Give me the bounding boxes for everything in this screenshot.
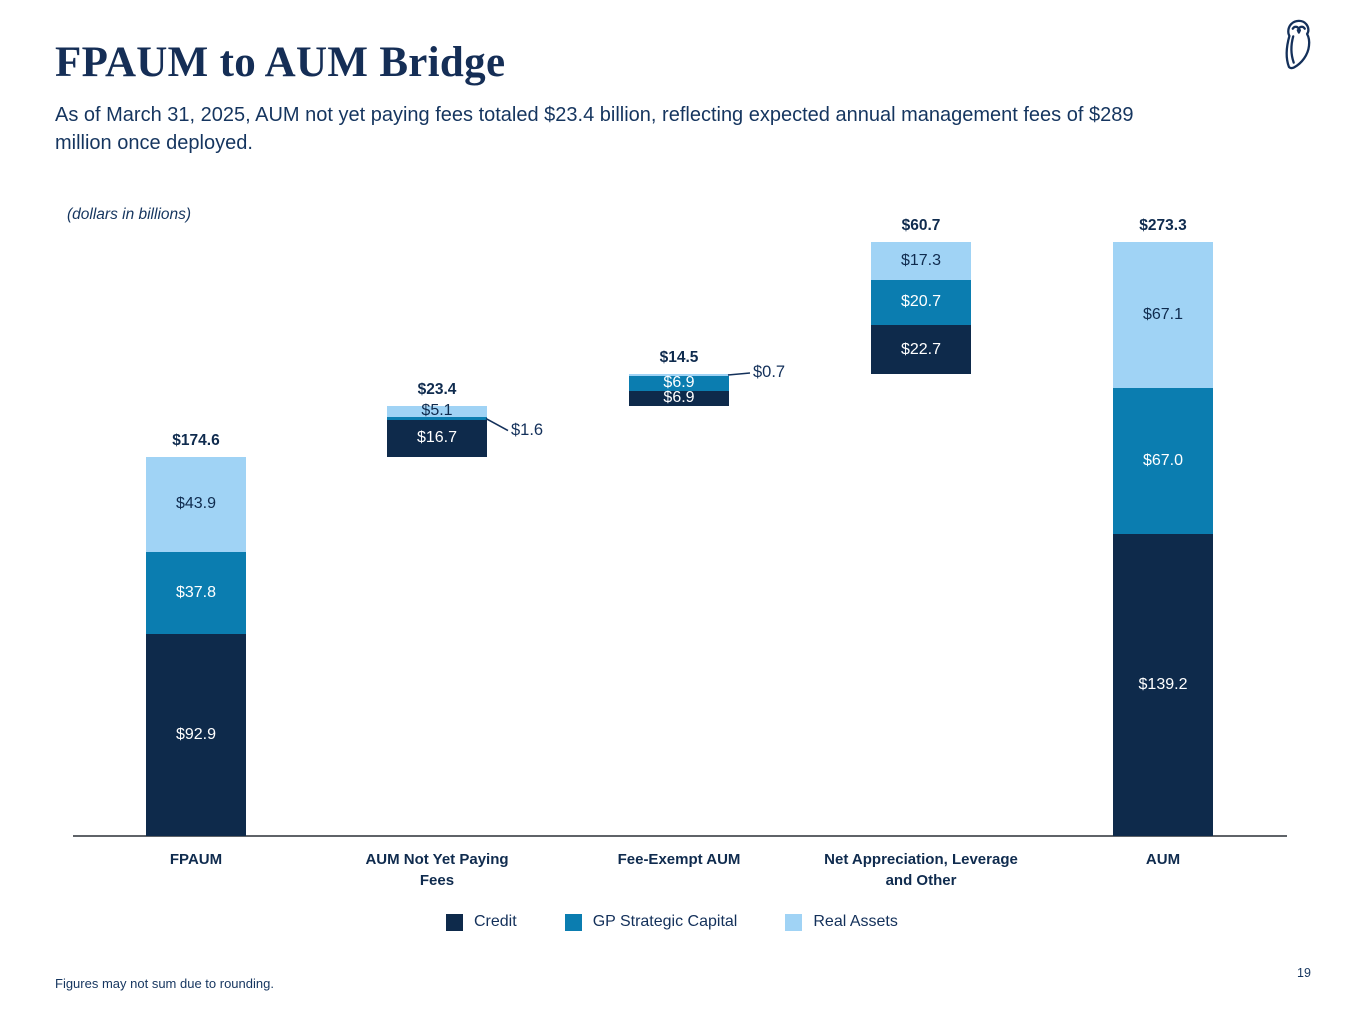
page-title: FPAUM to AUM Bridge	[55, 39, 506, 86]
category-label-net-appreciation-leverage-and-other: Net Appreciation, Leverage and Other	[781, 849, 1061, 891]
callout-label-fee-exempt-aum-real_assets: $0.7	[753, 362, 786, 381]
segment-fee-exempt-aum-credit: $6.9	[629, 389, 729, 407]
category-label-aum-not-yet-paying-fees: AUM Not Yet Paying Fees	[297, 849, 577, 891]
subtitle: As of March 31, 2025, AUM not yet paying…	[55, 101, 1325, 157]
category-label-line: and Other	[885, 872, 957, 889]
category-label-line: Fees	[419, 872, 455, 889]
category-label-line: Net Appreciation, Leverage	[824, 851, 1018, 868]
category-label-aum: AUM	[1023, 849, 1303, 870]
legend-item-gp_strategic_capital: GP Strategic Capital	[564, 913, 738, 931]
segment-aum-credit: $139.2	[1113, 533, 1213, 836]
x-axis-line	[73, 835, 1287, 837]
segment-net-appreciation-leverage-and-other-credit: $22.7	[871, 324, 971, 375]
segment-fpaum-credit: $92.9	[146, 634, 246, 836]
legend-label-gp_strategic_capital: GP Strategic Capital	[592, 913, 738, 930]
bar-total-label-fee-exempt-aum: $14.5	[659, 349, 699, 367]
footnote: Figures may not sum due to rounding.	[55, 976, 274, 991]
category-label-line: AUM Not Yet Paying	[365, 851, 509, 868]
legend-swatch-real_assets	[785, 913, 803, 931]
segment-fpaum-gp_strategic_capital: $37.8	[146, 551, 246, 635]
subtitle-line-2: million once deployed.	[55, 132, 253, 154]
segment-aum-not-yet-paying-fees-gp_strategic_capital	[387, 416, 487, 421]
segment-aum-real_assets: $67.1	[1113, 242, 1213, 388]
legend-label-credit: Credit	[474, 913, 517, 930]
category-label-line: FPAUM	[169, 851, 223, 868]
category-label-line: Fee-Exempt AUM	[617, 851, 741, 868]
legend-item-real_assets: Real Assets	[785, 913, 898, 931]
segment-value-label: $43.9	[175, 495, 217, 513]
category-label-fee-exempt-aum: Fee-Exempt AUM	[539, 849, 819, 870]
segment-fee-exempt-aum-real_assets	[629, 374, 729, 376]
segment-value-label: $67.0	[1142, 451, 1184, 469]
segment-value-label: $6.9	[663, 374, 695, 392]
bar-total-label-net-appreciation-leverage-and-other: $60.7	[901, 217, 941, 235]
segment-value-label: $37.8	[175, 584, 217, 602]
segment-aum-gp_strategic_capital: $67.0	[1113, 387, 1213, 534]
owl-logo-icon	[1277, 16, 1319, 72]
bar-total-label-aum: $273.3	[1139, 217, 1187, 235]
segment-value-label: $20.7	[900, 293, 942, 311]
category-label-fpaum: FPAUM	[56, 849, 336, 870]
legend-label-real_assets: Real Assets	[813, 913, 898, 930]
segment-net-appreciation-leverage-and-other-real_assets: $17.3	[871, 242, 971, 280]
page-number: 19	[1297, 966, 1311, 980]
segment-value-label: $22.7	[900, 340, 942, 358]
segment-value-label: $139.2	[1138, 675, 1188, 693]
segment-fee-exempt-aum-gp_strategic_capital: $6.9	[629, 374, 729, 392]
legend: Credit GP Strategic Capital Real Assets	[446, 913, 898, 931]
segment-value-label: $6.9	[663, 389, 695, 407]
bar-total-label-aum-not-yet-paying-fees: $23.4	[417, 380, 457, 398]
segment-aum-not-yet-paying-fees-credit: $16.7	[387, 420, 487, 457]
legend-swatch-gp_strategic_capital	[564, 913, 582, 931]
segment-value-label: $67.1	[1142, 306, 1184, 323]
segment-aum-not-yet-paying-fees-real_assets: $5.1	[387, 402, 487, 419]
units-note: (dollars in billions)	[67, 206, 192, 223]
segment-value-label: $92.9	[175, 726, 217, 744]
legend-swatch-credit	[446, 913, 463, 931]
segment-value-label: $17.3	[900, 252, 942, 270]
segment-value-label: $16.7	[416, 429, 458, 447]
subtitle-line-1: As of March 31, 2025, AUM not yet paying…	[55, 104, 1134, 126]
bar-total-label-fpaum: $174.6	[172, 431, 220, 449]
legend-item-credit: Credit	[446, 913, 517, 931]
segment-value-label: $5.1	[421, 402, 453, 420]
category-label-line: AUM	[1145, 851, 1181, 868]
segment-net-appreciation-leverage-and-other-gp_strategic_capital: $20.7	[871, 279, 971, 325]
segment-fpaum-real_assets: $43.9	[146, 456, 246, 552]
callout-label-aum-not-yet-paying-fees-gp_strategic_capital: $1.6	[511, 420, 544, 439]
